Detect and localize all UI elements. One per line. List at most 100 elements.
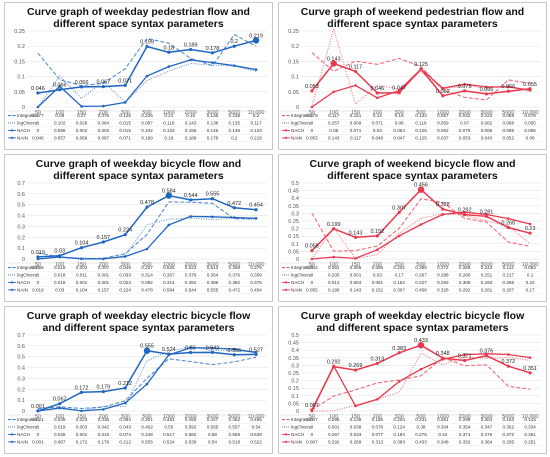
x-tick-label: 3000 (206, 110, 218, 116)
x-tick-label: 5000 (502, 262, 514, 268)
table-cell: 0.523 (185, 265, 197, 270)
peak-marker (330, 60, 337, 67)
x-tick-label: 300 (395, 262, 404, 268)
x-tick-label: 1000 (437, 414, 449, 420)
series-point (210, 350, 215, 354)
table-cell: 0.217 (503, 273, 515, 278)
series-point (310, 89, 314, 93)
series-point (353, 235, 358, 239)
legend-label: NAIN (291, 288, 302, 293)
table-cell: 0.066 (503, 128, 515, 133)
table-cell: 0.002 (76, 128, 88, 133)
table-cell: 0.308 (459, 280, 471, 285)
legend-label: logChoice (17, 121, 38, 126)
series-point (145, 382, 149, 386)
x-tick-label: 100 (55, 414, 64, 420)
table-cell: 0.06 (395, 121, 404, 126)
legend-label: NACH (291, 432, 304, 437)
table-cell: 0.251 (481, 273, 493, 278)
table-cell: 0.219 (250, 136, 262, 141)
table-cell: 0.037 (437, 136, 449, 141)
table-cell: 0.526 (163, 265, 175, 270)
table-cell: 0.055 (524, 128, 536, 133)
table-cell: 0.001 (98, 273, 110, 278)
table-cell: 0 (37, 432, 40, 437)
series-point (189, 58, 192, 62)
table-cell: 0.179 (98, 440, 110, 445)
table-cell: 0.383 (393, 440, 405, 445)
series-point (211, 215, 214, 219)
data-label: 0.348 (436, 351, 450, 357)
table-cell: 0.067 (54, 440, 66, 445)
table-cell: 0.075 (459, 128, 471, 133)
series-point (232, 64, 236, 67)
series-point (506, 89, 510, 93)
x-tick-label: 200 (99, 262, 108, 268)
table-cell: 0.517 (163, 432, 175, 437)
table-cell: 0.34 (438, 432, 447, 437)
table-cell: 0.301 (141, 417, 153, 422)
table-cell: 0.267 (415, 273, 427, 278)
y-tick-label: 0.6 (17, 344, 25, 350)
x-tick-label: 50 (35, 110, 41, 116)
series-point (375, 234, 379, 238)
table-cell: 0 (311, 273, 314, 278)
table-cell: 0.118 (163, 121, 175, 126)
x-tick-label: 5000 (228, 414, 240, 420)
y-tick-label: 0.05 (288, 90, 299, 96)
x-tick-label: 50 (309, 414, 315, 420)
series-line (37, 349, 257, 412)
series-point (419, 223, 423, 226)
table-cell: 0.304 (481, 417, 493, 422)
series-point (79, 246, 84, 250)
table-cell: 0.046 (372, 136, 384, 141)
series-point (210, 51, 215, 55)
series-point (36, 255, 40, 259)
table-cell: 0.522 (250, 440, 262, 445)
table-cell: 0.524 (163, 440, 175, 445)
table-cell: 0.057 (54, 136, 66, 141)
data-label: 0.269 (349, 363, 363, 369)
table-cell: 0.202 (393, 265, 405, 270)
table-cell: 0.185 (372, 417, 384, 422)
table-cell: 0.067 (98, 136, 110, 141)
data-label: 0.55 (185, 345, 196, 351)
table-cell: 0.042 (98, 425, 110, 430)
table-cell: 0.004 (350, 280, 362, 285)
x-tick-label: 3000 (206, 262, 218, 268)
data-label: 0.172 (75, 385, 89, 391)
table-cell: 0.136 (207, 113, 219, 118)
x-tick-label: 1000 (437, 110, 449, 116)
chart-title-line2: different space syntax parameters (53, 170, 224, 182)
table-cell: 0.087 (141, 121, 153, 126)
series-point (397, 351, 401, 355)
data-label: 0.03 (54, 249, 65, 255)
y-tick-label: 0.25 (288, 371, 299, 377)
table-cell: 0.152 (372, 288, 384, 293)
legend-label: NACH (291, 280, 304, 285)
legend-label: NACH (17, 280, 30, 285)
series-point (80, 409, 83, 413)
x-tick-label: 200 (99, 414, 108, 420)
x-tick-label: 100 (329, 110, 338, 116)
x-tick-label: 150 (77, 110, 86, 116)
data-label: 0.046 (31, 86, 45, 92)
table-cell: 0.062 (481, 121, 493, 126)
y-tick-label: 0.4 (291, 196, 299, 202)
table-cell: 0.433 (415, 440, 427, 445)
peak-marker (417, 186, 425, 193)
y-tick-label: 0.25 (288, 219, 299, 225)
series-point (167, 50, 171, 54)
table-cell: 0.396 (415, 265, 427, 270)
series-point (167, 223, 171, 227)
x-tick-label: 50 (35, 414, 41, 420)
series-point (79, 390, 84, 394)
table-cell: 0.133 (415, 113, 427, 118)
table-cell: 0.001 (32, 440, 44, 445)
legend-label: NACH (17, 128, 30, 133)
y-tick-label: 0.2 (291, 44, 299, 50)
y-tick-label: 0.4 (291, 348, 299, 354)
legend-marker (284, 136, 288, 139)
data-label: 0.351 (523, 366, 537, 372)
x-tick-label: 3000 (480, 110, 492, 116)
